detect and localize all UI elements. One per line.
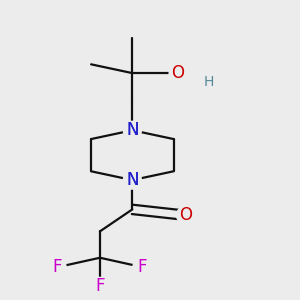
- Text: N: N: [126, 121, 139, 139]
- Circle shape: [169, 64, 187, 82]
- Text: F: F: [137, 258, 146, 276]
- Text: N: N: [126, 121, 139, 139]
- Circle shape: [124, 122, 141, 139]
- Text: N: N: [126, 171, 139, 189]
- Text: O: O: [179, 206, 192, 224]
- Circle shape: [200, 73, 218, 91]
- Circle shape: [176, 206, 194, 224]
- Circle shape: [91, 278, 109, 295]
- Circle shape: [124, 171, 141, 189]
- Circle shape: [48, 258, 66, 276]
- Circle shape: [124, 122, 141, 139]
- Circle shape: [124, 171, 141, 189]
- Text: H: H: [204, 75, 214, 89]
- Text: F: F: [52, 258, 62, 276]
- Text: F: F: [95, 277, 105, 295]
- Circle shape: [133, 258, 151, 276]
- Text: N: N: [126, 171, 139, 189]
- Text: O: O: [172, 64, 184, 82]
